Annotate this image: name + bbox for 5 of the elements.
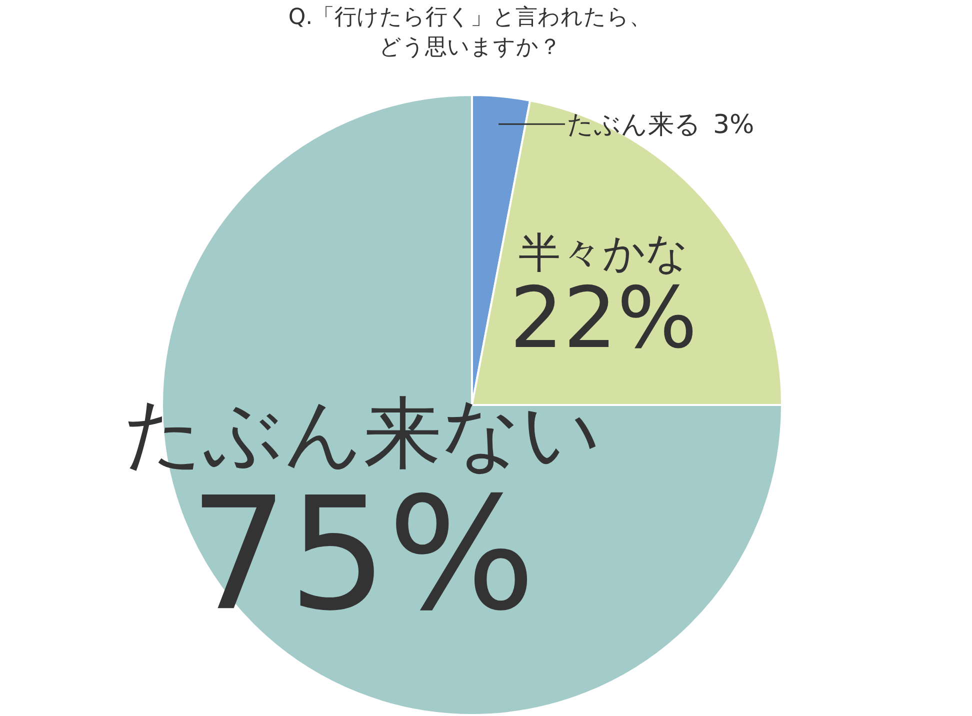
chart-title: Q.「行けたら行く」と言われたら、 (288, 5, 652, 30)
slice-label: たぶん来る (567, 110, 701, 140)
chart-subtitle: どう思いますか？ (379, 35, 561, 60)
data-label: 3% (713, 110, 754, 140)
slice-label: 半々かな (518, 228, 688, 277)
